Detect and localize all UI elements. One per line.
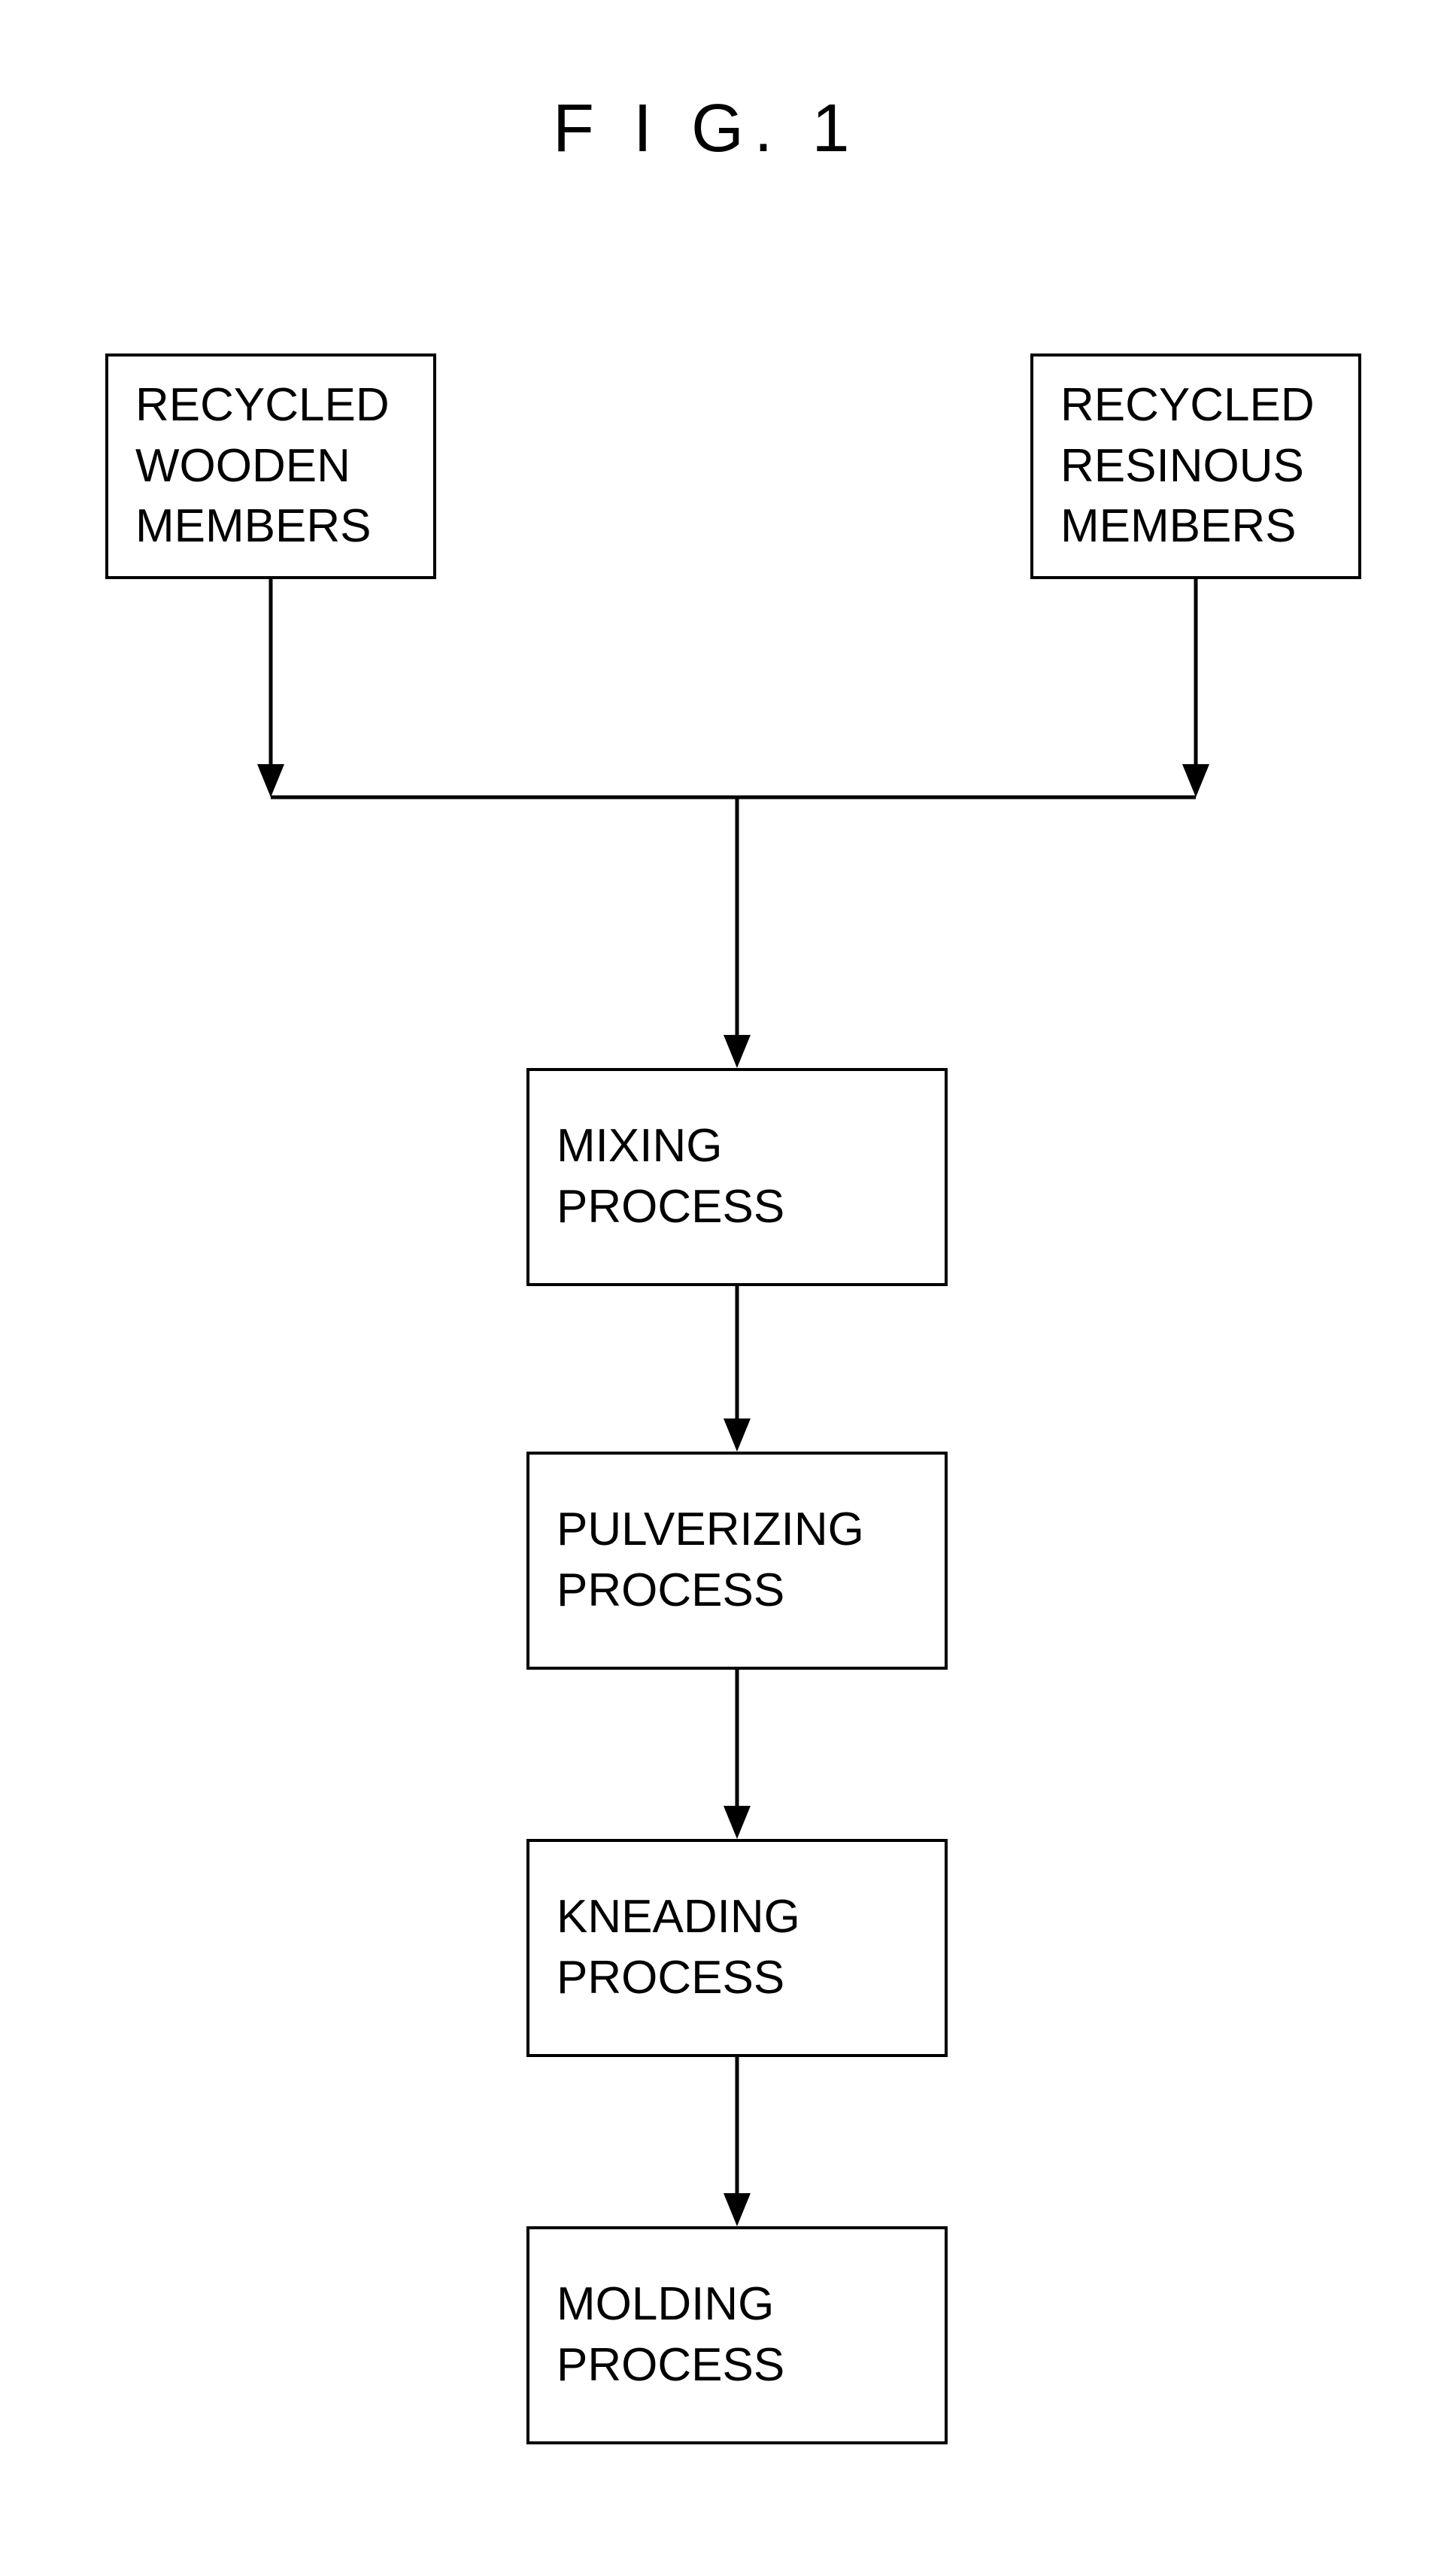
flow-node-mix: MIXING PROCESS: [526, 1068, 948, 1286]
flow-node-wooden: RECYCLED WOODEN MEMBERS: [105, 353, 436, 579]
flow-node-resin: RECYCLED RESINOUS MEMBERS: [1030, 353, 1361, 579]
flow-node-mold: MOLDING PROCESS: [526, 2226, 948, 2444]
figure-title: F I G. 1: [553, 90, 860, 168]
flow-node-pulv: PULVERIZING PROCESS: [526, 1452, 948, 1670]
flow-node-knead: KNEADING PROCESS: [526, 1839, 948, 2057]
